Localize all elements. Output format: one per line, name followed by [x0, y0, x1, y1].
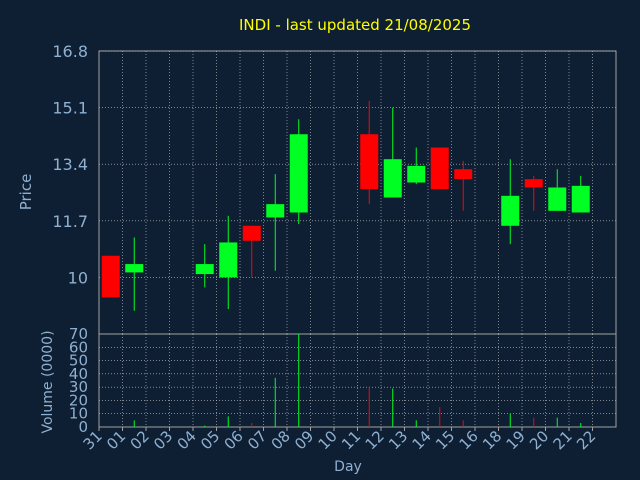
price-y-tick-label: 15.1: [52, 99, 88, 118]
volume-y-tick-label: 10: [69, 405, 88, 423]
x-tick-label: 20: [526, 427, 552, 453]
candle-body: [383, 159, 402, 198]
candle-body: [266, 204, 285, 218]
candle: [407, 147, 426, 185]
price-y-tick-label: 16.8: [52, 42, 88, 61]
candle: [501, 159, 520, 245]
x-tick-label: 02: [127, 427, 153, 453]
volume-y-tick-label: 40: [69, 365, 88, 383]
chart-title: INDI - last updated 21/08/2025: [239, 16, 471, 34]
price-grid: [99, 50, 616, 334]
x-tick-label: 12: [362, 427, 388, 453]
x-tick-label: 21: [550, 427, 576, 453]
x-tick-label: 18: [479, 427, 505, 453]
candle-body: [454, 169, 473, 180]
x-axis-label: Day: [334, 459, 362, 475]
candle: [266, 174, 285, 271]
price-axis-label: Price: [17, 174, 35, 211]
volume-bar-series: [133, 334, 582, 427]
x-tick-label: 14: [409, 427, 435, 453]
x-tick-label: 22: [573, 427, 599, 453]
x-tick-label: 11: [338, 427, 364, 453]
candle-body: [219, 242, 238, 278]
x-tick-label: 06: [221, 427, 247, 453]
candle-body: [289, 134, 308, 213]
volume-grid: [99, 334, 616, 427]
price-y-axis: 10 11.7 13.4 15.1 16.8: [52, 42, 88, 287]
volume-y-tick-label: 0: [78, 418, 88, 436]
x-tick-label: 09: [291, 427, 317, 453]
x-tick-label: 10: [315, 427, 341, 453]
candle-body: [195, 264, 214, 275]
volume-y-tick-label: 30: [69, 378, 88, 396]
candle: [360, 100, 379, 205]
volume-y-tick-label: 20: [69, 391, 88, 409]
candle-body: [548, 187, 567, 211]
price-y-tick-label: 11.7: [52, 212, 88, 231]
x-tick-label: 07: [244, 427, 270, 453]
candle: [219, 215, 238, 310]
candle: [454, 160, 473, 211]
candle-body: [524, 179, 543, 188]
price-y-tick-label: 13.4: [52, 155, 88, 174]
candle: [524, 175, 543, 211]
candle-body: [571, 185, 590, 213]
candle: [548, 169, 567, 211]
x-tick-label: 13: [385, 427, 411, 453]
price-y-tick-label: 10: [68, 268, 88, 287]
candle: [289, 119, 308, 225]
candle: [242, 225, 261, 278]
candle: [430, 147, 449, 190]
candle: [125, 237, 144, 311]
x-axis: 3101020304050607080910111213141516181920…: [80, 427, 599, 453]
volume-y-tick-label: 60: [69, 338, 88, 356]
candlestick-series: [101, 100, 590, 311]
candle-body: [501, 195, 520, 226]
candle-body: [430, 147, 449, 190]
x-tick-label: 04: [174, 427, 200, 453]
volume-y-tick-label: 50: [69, 352, 88, 370]
volume-axis-label: Volume (0000): [40, 330, 56, 433]
candle: [383, 107, 402, 198]
candle: [571, 175, 590, 213]
candle-body: [242, 225, 261, 241]
candle: [101, 255, 120, 298]
x-tick-label: 19: [503, 427, 529, 453]
x-tick-label: 15: [432, 427, 458, 453]
x-tick-label: 05: [197, 427, 223, 453]
volume-plot-area: [98, 333, 617, 428]
candle: [195, 244, 214, 288]
x-tick-label: 16: [456, 427, 482, 453]
x-tick-label: 01: [103, 427, 129, 453]
x-tick-label: 03: [150, 427, 176, 453]
candle-body: [125, 264, 144, 273]
candle-body: [101, 255, 120, 298]
price-panel: 10 11.7 13.4 15.1 16.8 Price: [17, 42, 617, 335]
x-tick-label: 08: [268, 427, 294, 453]
volume-y-tick-label: 70: [69, 325, 88, 343]
candle-body: [360, 134, 379, 190]
candle-body: [407, 165, 426, 183]
